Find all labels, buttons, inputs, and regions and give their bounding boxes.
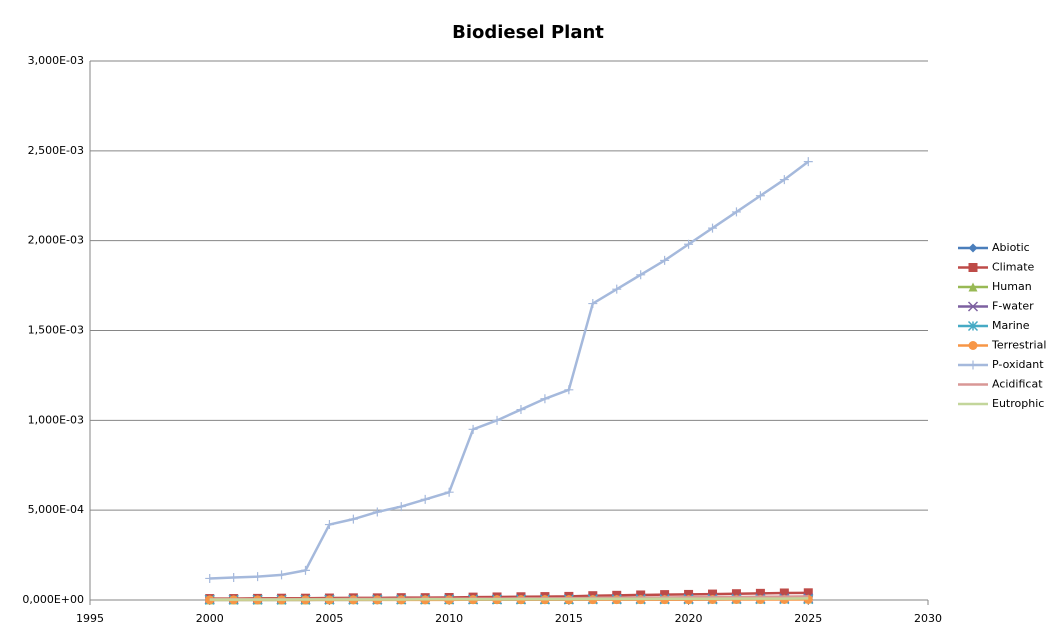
marker [755, 588, 765, 598]
marker [803, 157, 813, 167]
marker [516, 405, 526, 415]
marker [564, 385, 574, 395]
marker [968, 360, 978, 370]
marker [588, 299, 598, 309]
x-tick-label: 2000 [196, 612, 224, 625]
marker [229, 573, 239, 583]
marker [636, 270, 646, 280]
legend-label: Eutrophic [992, 397, 1044, 410]
marker [684, 589, 694, 599]
y-tick-label: 2,000E-03 [28, 234, 84, 247]
marker [684, 239, 694, 249]
marker [968, 282, 978, 292]
marker [396, 502, 406, 512]
marker [660, 255, 670, 265]
legend-label: F-water [992, 300, 1034, 313]
marker [253, 572, 263, 582]
x-tick-label: 2025 [794, 612, 822, 625]
marker [300, 565, 310, 575]
marker [968, 263, 978, 272]
marker [277, 570, 287, 580]
x-tick-label: 2020 [675, 612, 703, 625]
marker [803, 588, 813, 598]
marker [324, 520, 334, 530]
legend-label: Marine [992, 319, 1030, 332]
legend-label: P-oxidant [992, 358, 1044, 371]
legend-label: Terrestrial [991, 339, 1046, 352]
marker [420, 494, 430, 504]
y-tick-label: 1,000E-03 [28, 413, 84, 426]
x-tick-label: 2010 [435, 612, 463, 625]
marker [540, 394, 550, 404]
marker [444, 487, 454, 497]
marker [348, 514, 358, 524]
marker [731, 207, 741, 217]
marker [660, 590, 670, 600]
marker [708, 589, 718, 599]
y-tick-label: 2,500E-03 [28, 144, 84, 157]
marker [468, 424, 478, 434]
marker [779, 175, 789, 185]
marker [968, 341, 978, 350]
legend-label: Climate [992, 261, 1035, 274]
x-tick-label: 1995 [76, 612, 104, 625]
marker [779, 588, 789, 598]
y-tick-label: 5,000E-04 [28, 503, 84, 516]
marker [731, 589, 741, 599]
legend-label: Human [992, 280, 1032, 293]
marker [205, 573, 215, 583]
legend-label: Abiotic [992, 241, 1030, 254]
marker [755, 191, 765, 201]
series [209, 597, 809, 601]
x-tick-label: 2030 [914, 612, 942, 625]
chart-title: Biodiesel Plant [452, 22, 604, 43]
marker [492, 415, 502, 425]
marker [708, 223, 718, 233]
legend-label: Acidificat [992, 378, 1043, 391]
marker [967, 320, 979, 332]
y-tick-label: 0,000E+00 [22, 593, 84, 606]
marker [372, 507, 382, 517]
marker [968, 243, 978, 253]
line [209, 160, 810, 580]
x-tick-label: 2015 [555, 612, 583, 625]
marker [967, 301, 979, 312]
y-tick-label: 1,500E-03 [28, 324, 84, 337]
series [205, 157, 813, 583]
x-tick-label: 2005 [315, 612, 343, 625]
line [209, 597, 809, 601]
marker [612, 284, 622, 294]
y-tick-label: 3,000E-03 [28, 54, 84, 67]
